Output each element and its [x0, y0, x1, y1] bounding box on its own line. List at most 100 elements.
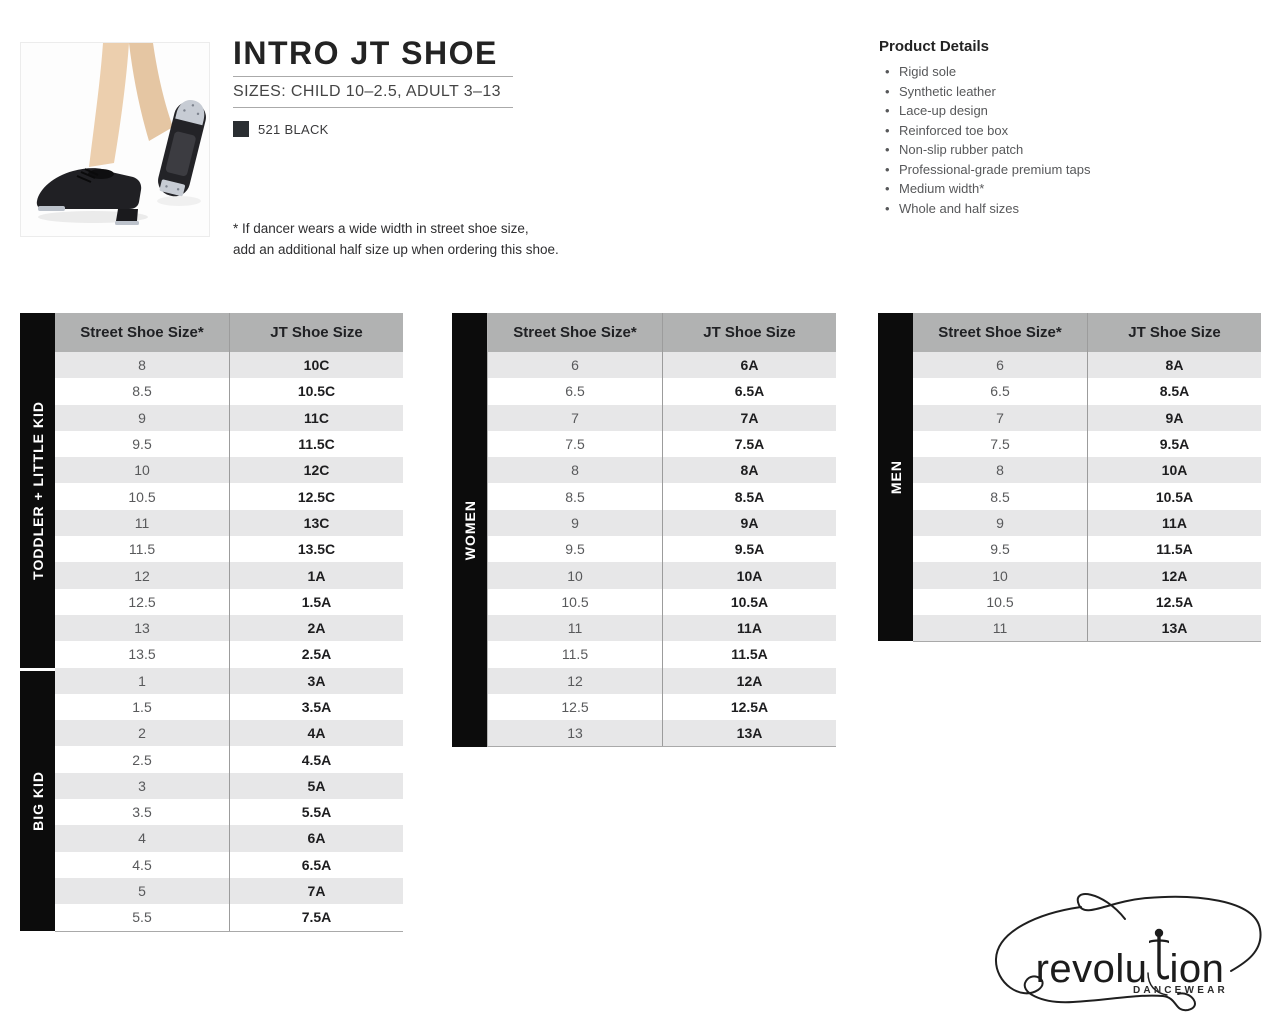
- jt-size-cell: 7.5A: [662, 430, 836, 458]
- size-row: 6 6A: [488, 352, 836, 379]
- size-row: 9.5 9.5A: [488, 536, 836, 563]
- size-row: 10 12C: [55, 457, 403, 484]
- size-row: 12.5 12.5A: [488, 693, 836, 721]
- street-size-cell: 10: [992, 567, 1008, 584]
- product-details-title: Product Details: [879, 38, 990, 55]
- footnote-line: add an additional half size up when orde…: [233, 242, 559, 257]
- street-size-cell: 7.5: [990, 436, 1010, 453]
- street-size-cell: 2.5: [132, 751, 152, 768]
- size-row: 3.5 5.5A: [55, 799, 403, 826]
- size-row: 1 3A: [55, 667, 403, 694]
- street-size-cell: 12: [567, 672, 583, 689]
- street-size-cell: 13.5: [128, 646, 156, 663]
- size-table: MEN Street Shoe Size* JT Shoe Size 6 8A 6.5 8…: [878, 313, 1261, 643]
- table-header-row: Street Shoe Size* JT Shoe Size: [913, 313, 1261, 352]
- size-row: 9 11A: [913, 509, 1261, 537]
- size-row: 8 8A: [488, 457, 836, 484]
- street-size-cell: 7: [996, 409, 1004, 426]
- jt-size-cell: 8A: [662, 457, 836, 484]
- jt-size-cell: 2.5A: [229, 641, 403, 668]
- jt-size-cell: 11.5A: [662, 641, 836, 668]
- jt-size-cell: 8A: [1087, 352, 1261, 379]
- product-details: Product Details Rigid soleSynthetic leat…: [879, 38, 1209, 218]
- size-row: 10 12A: [913, 562, 1261, 589]
- jt-size-cell: 6A: [662, 352, 836, 379]
- street-size-cell: 3: [138, 777, 146, 794]
- size-row: 5.5 7.5A: [55, 904, 403, 931]
- table-columns: Street Shoe Size* JT Shoe Size 6 8A 6.5 8.5A 7…: [913, 313, 1261, 643]
- street-size-cell: 12.5: [128, 593, 156, 610]
- product-detail-item: Whole and half sizes: [879, 199, 1209, 219]
- size-row: 9.5 11.5A: [913, 536, 1261, 563]
- street-size-cell: 5: [138, 883, 146, 900]
- jt-size-cell: 1.5A: [229, 588, 403, 615]
- size-row: 12 1A: [55, 562, 403, 589]
- street-size-cell: 8: [996, 462, 1004, 479]
- street-size-cell: 11: [567, 620, 583, 637]
- jt-size-cell: 2A: [229, 614, 403, 642]
- size-row: 11.5 11.5A: [488, 641, 836, 668]
- product-photo: [20, 42, 210, 237]
- jt-size-cell: 13.5C: [229, 536, 403, 563]
- color-swatch-black: [233, 121, 249, 137]
- jt-size-cell: 10.5A: [662, 588, 836, 615]
- street-size-cell: 11.5: [561, 646, 589, 663]
- size-row: 2.5 4.5A: [55, 746, 403, 773]
- jt-size-cell: 8.5A: [1087, 378, 1261, 405]
- jt-size-cell: 12.5A: [1087, 588, 1261, 615]
- dancer-icon: [1148, 928, 1169, 980]
- street-size-cell: 6: [571, 357, 579, 374]
- logo-wordmark: revolu ion: [985, 927, 1275, 989]
- street-size-cell: 11: [134, 514, 150, 531]
- product-detail-item: Medium width*: [879, 179, 1209, 199]
- jt-size-cell: 7A: [229, 877, 403, 905]
- table-columns: Street Shoe Size* JT Shoe Size 6 6A 6.5 6.5A 7…: [487, 313, 836, 748]
- jt-size-cell: 11C: [229, 404, 403, 431]
- street-size-cell: 12: [134, 567, 150, 584]
- jt-size-cell: 9.5A: [662, 536, 836, 563]
- size-row: 2 4A: [55, 720, 403, 747]
- jt-size-cell: 9A: [1087, 404, 1261, 431]
- column-header-jt-size: JT Shoe Size: [662, 313, 836, 352]
- table-header-row: Street Shoe Size* JT Shoe Size: [55, 313, 403, 352]
- jt-size-cell: 13A: [662, 720, 836, 747]
- street-size-cell: 9: [138, 409, 146, 426]
- sizes-subtitle: SIZES: CHILD 10–2.5, ADULT 3–13: [233, 83, 501, 100]
- street-size-cell: 3.5: [132, 804, 152, 821]
- size-row: 7 7A: [488, 404, 836, 431]
- jt-size-cell: 4.5A: [229, 746, 403, 773]
- size-table: TODDLER + LITTLE KID BIG KID Street Shoe …: [20, 313, 403, 932]
- size-row: 7.5 9.5A: [913, 430, 1261, 458]
- jt-size-cell: 12.5C: [229, 483, 403, 510]
- jt-size-cell: 1A: [229, 562, 403, 589]
- size-row: 9.5 11.5C: [55, 430, 403, 458]
- size-row: 11 13A: [913, 614, 1261, 642]
- column-header-street-size: Street Shoe Size*: [80, 324, 204, 341]
- jt-size-cell: 11.5C: [229, 430, 403, 458]
- size-row: 8 10C: [55, 352, 403, 379]
- size-row: 11 13C: [55, 509, 403, 537]
- street-size-cell: 1.5: [132, 699, 152, 715]
- street-size-cell: 1: [138, 672, 146, 689]
- category-label-text: WOMEN: [461, 499, 478, 560]
- street-size-cell: 2: [138, 725, 146, 742]
- street-size-cell: 9: [571, 514, 579, 531]
- jt-size-cell: 11A: [662, 614, 836, 642]
- category-label-text: TODDLER + LITTLE KID: [29, 400, 46, 580]
- product-detail-item: Reinforced toe box: [879, 121, 1209, 141]
- size-row: 6.5 8.5A: [913, 378, 1261, 405]
- jt-size-cell: 8.5A: [662, 483, 836, 510]
- street-size-cell: 8: [138, 357, 146, 374]
- jt-size-cell: 10A: [1087, 457, 1261, 484]
- jt-size-cell: 4A: [229, 720, 403, 747]
- street-size-cell: 9.5: [565, 541, 585, 558]
- jt-size-cell: 12.5A: [662, 693, 836, 721]
- size-row: 10.5 12.5A: [913, 588, 1261, 615]
- jt-size-cell: 10.5C: [229, 378, 403, 405]
- category-label-big-kid: BIG KID: [20, 670, 55, 931]
- jt-size-cell: 10.5A: [1087, 483, 1261, 510]
- width-footnote: * If dancer wears a wide width in street…: [233, 218, 613, 260]
- divider: [233, 107, 513, 108]
- size-row: 10.5 12.5C: [55, 483, 403, 510]
